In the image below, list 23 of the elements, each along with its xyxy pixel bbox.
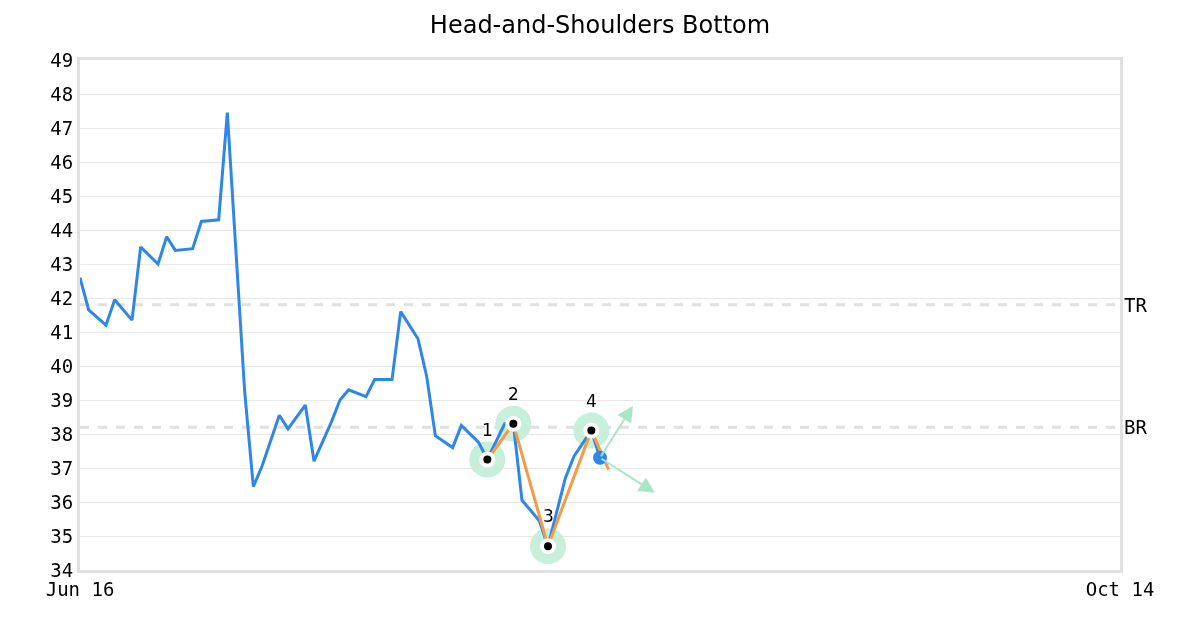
y-tick-label: 36: [50, 490, 74, 513]
y-tick-label: 46: [50, 150, 74, 173]
y-tick-label: 39: [50, 388, 74, 411]
y-tick-label: 43: [50, 252, 74, 275]
y-tick-label: 48: [50, 82, 74, 105]
y-tick-label: 49: [50, 48, 74, 71]
y-tick-label: 40: [50, 354, 74, 377]
y-tick-label: 47: [50, 116, 74, 139]
annotation: 3: [543, 506, 554, 526]
chart-title: Head-and-Shoulders Bottom: [429, 10, 771, 39]
x-tick-label: Oct 14: [1085, 577, 1155, 600]
annotation: 2: [508, 384, 519, 404]
y-tick-label: 37: [50, 456, 74, 479]
annotation: 1: [482, 420, 493, 440]
ref-line-label: TR: [1124, 294, 1148, 316]
y-tick-label: 44: [50, 218, 74, 241]
ref-line-label: BR: [1124, 416, 1148, 438]
y-tick-label: 41: [50, 320, 74, 343]
y-tick-label: 35: [50, 524, 74, 547]
annotation: 4: [586, 391, 597, 411]
y-tick-label: 42: [50, 286, 74, 309]
y-tick-label: 38: [50, 422, 74, 445]
y-tick-label: 45: [50, 184, 74, 207]
